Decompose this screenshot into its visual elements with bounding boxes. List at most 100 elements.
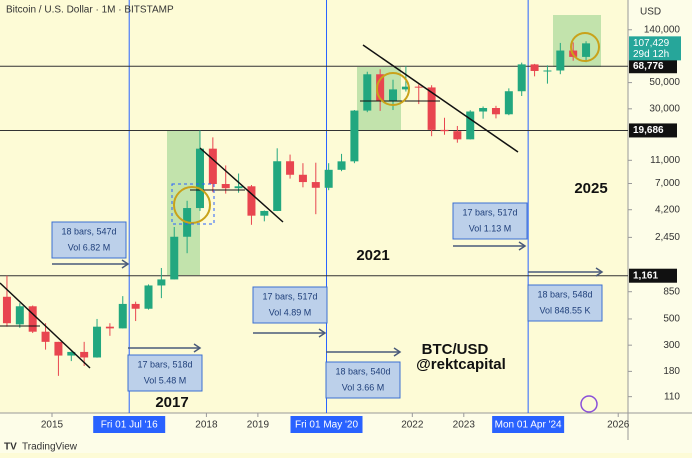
candle-body [363,74,372,111]
candle-body [479,108,488,112]
candle-body [376,74,385,101]
y-tick-label: 4,200 [655,204,680,215]
y-tick-label: 50,000 [649,77,680,88]
selection [171,183,215,225]
price-label: 1,161 [633,270,658,281]
candle-body [389,89,398,101]
candle-body [286,161,295,175]
measure-bars: 17 bars, 518d [137,359,192,369]
arrow-head [518,241,527,251]
candle-body [273,161,282,211]
price-label-box [629,268,677,283]
price-axis-panel [628,0,692,453]
date-marker-box [492,416,565,433]
measure-box [252,286,328,324]
candle-body [582,43,591,57]
candle-body [144,285,153,309]
y-tick-label: 2,450 [655,232,680,243]
candle-body [530,64,539,71]
measure-vol: Vol 6.82 M [68,242,111,252]
candle-body [15,306,24,325]
arrow-head [595,267,604,277]
circle [173,186,211,224]
candle-body [298,174,307,183]
candle-body [221,184,230,189]
candle-body [234,186,243,189]
y-tick-label: 11,000 [650,155,680,166]
candle-body [556,50,565,71]
arrow-head [121,259,130,269]
candle-body [2,296,11,324]
price-label: 19,686 [633,125,664,136]
measure-box [527,284,603,322]
candle-body [80,351,89,358]
measure-box [325,361,401,399]
measure-box [127,354,203,392]
candle-body [466,111,475,140]
candle-body [414,86,423,88]
candle-body [401,86,410,90]
candle-body [504,91,513,115]
trendline [362,44,519,153]
measure-vol: Vol 5.48 M [144,375,187,385]
currency: USD [640,7,661,18]
annotation: @rektcapital [416,356,506,373]
candle-body [93,326,102,358]
measure-vol: Vol 1.13 M [469,223,512,233]
annotation: 2021 [356,247,389,264]
x-tick-label: 2022 [401,420,424,431]
logo-icon [580,395,598,413]
price-label: 68,776 [633,61,664,72]
arrow-head [318,328,327,338]
brand-logo: TV [4,442,17,453]
arrow-head [193,343,202,353]
date-marker-label: Fri 01 May '20 [295,420,358,431]
candle-body [54,341,63,356]
candle-body [324,169,333,188]
measure-bars: 18 bars, 547d [61,226,116,236]
candle-body [157,279,166,286]
circle [570,32,600,62]
measure-box [452,202,528,240]
last-price-box [629,36,681,61]
measure-vol: Vol 848.55 K [539,305,590,315]
candle-body [543,70,552,72]
arrow-head [393,347,402,357]
symbol-title: Bitcoin / U.S. Dollar · 1M · BITSTAMP [6,5,174,16]
date-marker-label: Fri 01 Jul '16 [101,420,158,431]
date-marker-box [290,416,363,433]
y-tick-label: 30,000 [649,103,680,114]
candle-body [247,186,256,216]
candle-body [440,129,449,132]
y-tick-label: 850 [663,286,680,297]
candle-body [491,108,500,115]
candle-body [105,326,114,329]
candle-body [260,210,269,216]
y-tick-label: 140,000 [644,24,681,35]
x-tick-label: 2018 [195,420,218,431]
circle [376,72,410,106]
date-marker-box [93,416,166,433]
price-label-box [629,123,677,138]
measure-vol: Vol 4.89 M [269,307,312,317]
candle-body [311,182,320,188]
x-tick-label: 2023 [453,420,476,431]
candle-body [131,303,140,309]
annotation: BTC/USD [422,341,489,358]
candle-body [427,87,436,130]
candle-body [337,161,346,170]
trendline [0,282,91,369]
y-tick-label: 7,000 [655,178,680,189]
measure-box [51,221,127,259]
candle-body [28,306,37,332]
x-tick-label: 2026 [607,420,630,431]
brand: TradingView [22,442,78,453]
candle-body [170,236,179,280]
measure-bars: 17 bars, 517d [462,207,517,217]
measure-vol: Vol 3.66 M [342,382,385,392]
measure-bars: 18 bars, 540d [335,366,390,376]
x-tick-label: 2015 [41,420,64,431]
x-tick-label: 2019 [247,420,270,431]
price-label-box [629,59,677,74]
